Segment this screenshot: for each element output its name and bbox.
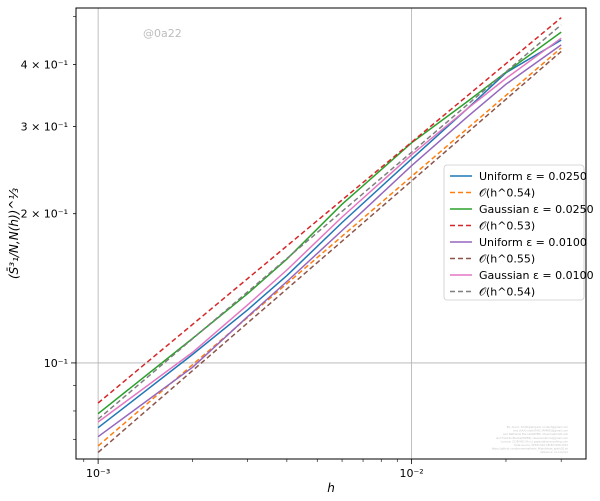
- series-lines: [97, 17, 562, 453]
- x-tick-label: 10⁻³: [86, 467, 110, 480]
- y-axis-label: (S̄³₁/N,N(h))^⅓: [7, 188, 21, 279]
- y-tick-label: 2 × 10⁻¹: [21, 208, 68, 221]
- fineprint-line: https://github.com/pernermathe/w_fillplo…: [492, 447, 569, 451]
- series-line-5: [97, 44, 562, 438]
- legend-label-1: Uniform ε = 0.0250: [479, 170, 587, 183]
- fineprint-line: Licence: CC-BY-NC-SA (c) papers@ezconsul…: [501, 439, 569, 443]
- series-line-8: [97, 24, 562, 420]
- legend-label-3: Gaussian ε = 0.0250: [479, 203, 594, 216]
- fineprint-line: and Franklin Blanks(PAPER) cleversolutio…: [496, 436, 569, 440]
- watermark: @0a22: [143, 27, 182, 40]
- legend-box: [443, 164, 585, 301]
- y-tick-label: 4 × 10⁻¹: [21, 58, 68, 71]
- legend-label-7: Gaussian ε = 0.0100: [479, 269, 594, 282]
- fineprint-line: and (AAA) rustid7IHC (PAPER)@gmail.com: [513, 429, 568, 433]
- series-line-7: [97, 37, 562, 423]
- series-line-2: [97, 47, 562, 447]
- series-line-4: [97, 17, 562, 404]
- fineprint-block: By: Ana K. Smith@stripsim contact@gmail.…: [492, 425, 569, 454]
- y-tick-label: 3 × 10⁻¹: [21, 120, 68, 133]
- fineprint-line: By: Ana K. Smith@stripsim contact@gmail.…: [507, 425, 569, 429]
- series-line-1: [97, 39, 562, 429]
- y-tick-label: 10⁻¹: [44, 357, 68, 370]
- legend-label-2: 𝒪(h^0.54): [479, 187, 535, 200]
- series-line-6: [97, 50, 562, 453]
- legend: Uniform ε = 0.0250 𝒪(h^0.54) Gaussian ε = …: [443, 164, 594, 301]
- legend-label-8: 𝒪(h^0.54): [479, 286, 535, 299]
- axis-ticks: 10⁻³ 10⁻² 10⁻¹ 2 × 10⁻¹ 3 × 10⁻¹ 4 × 10⁻¹: [21, 16, 562, 480]
- x-tick-label: 10⁻²: [399, 467, 423, 480]
- fineprint-line: Data source: SPDD DAQ SELECTION 2021: [514, 443, 568, 447]
- x-axis-label: h: [327, 481, 335, 495]
- legend-label-4: 𝒪(h^0.53): [479, 220, 535, 233]
- fineprint-line: and Nathaniel Bonnel(PAPER) nhpsims@math…: [503, 432, 568, 436]
- legend-label-5: Uniform ε = 0.0100: [479, 236, 587, 249]
- fineprint-line: reference: xx.xxx/xxx: [540, 450, 569, 454]
- plot-frame: [75, 7, 587, 460]
- legend-label-6: 𝒪(h^0.55): [479, 253, 535, 266]
